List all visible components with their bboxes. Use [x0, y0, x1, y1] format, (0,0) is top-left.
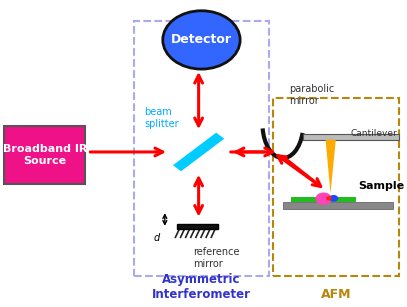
Text: Detector: Detector: [171, 33, 232, 46]
Text: Cantilever: Cantilever: [350, 129, 397, 138]
Text: reference
mirror: reference mirror: [193, 247, 240, 269]
Text: Asymmetric
Interferometer: Asymmetric Interferometer: [152, 273, 251, 301]
Text: parabolic
mirror: parabolic mirror: [289, 84, 334, 106]
Text: d: d: [153, 233, 160, 243]
Circle shape: [326, 196, 332, 200]
Circle shape: [315, 192, 332, 205]
Polygon shape: [326, 140, 336, 193]
Text: beam
splitter: beam splitter: [144, 107, 179, 129]
Bar: [291, 197, 356, 202]
FancyBboxPatch shape: [4, 126, 85, 184]
Text: Broadband IR
Source: Broadband IR Source: [2, 144, 87, 166]
Circle shape: [163, 11, 240, 69]
Text: AFM: AFM: [321, 288, 351, 301]
Circle shape: [329, 195, 338, 202]
Polygon shape: [173, 133, 224, 171]
Bar: [283, 202, 393, 209]
Bar: [177, 224, 218, 229]
Bar: [303, 134, 399, 140]
Text: Sample: Sample: [358, 181, 404, 191]
